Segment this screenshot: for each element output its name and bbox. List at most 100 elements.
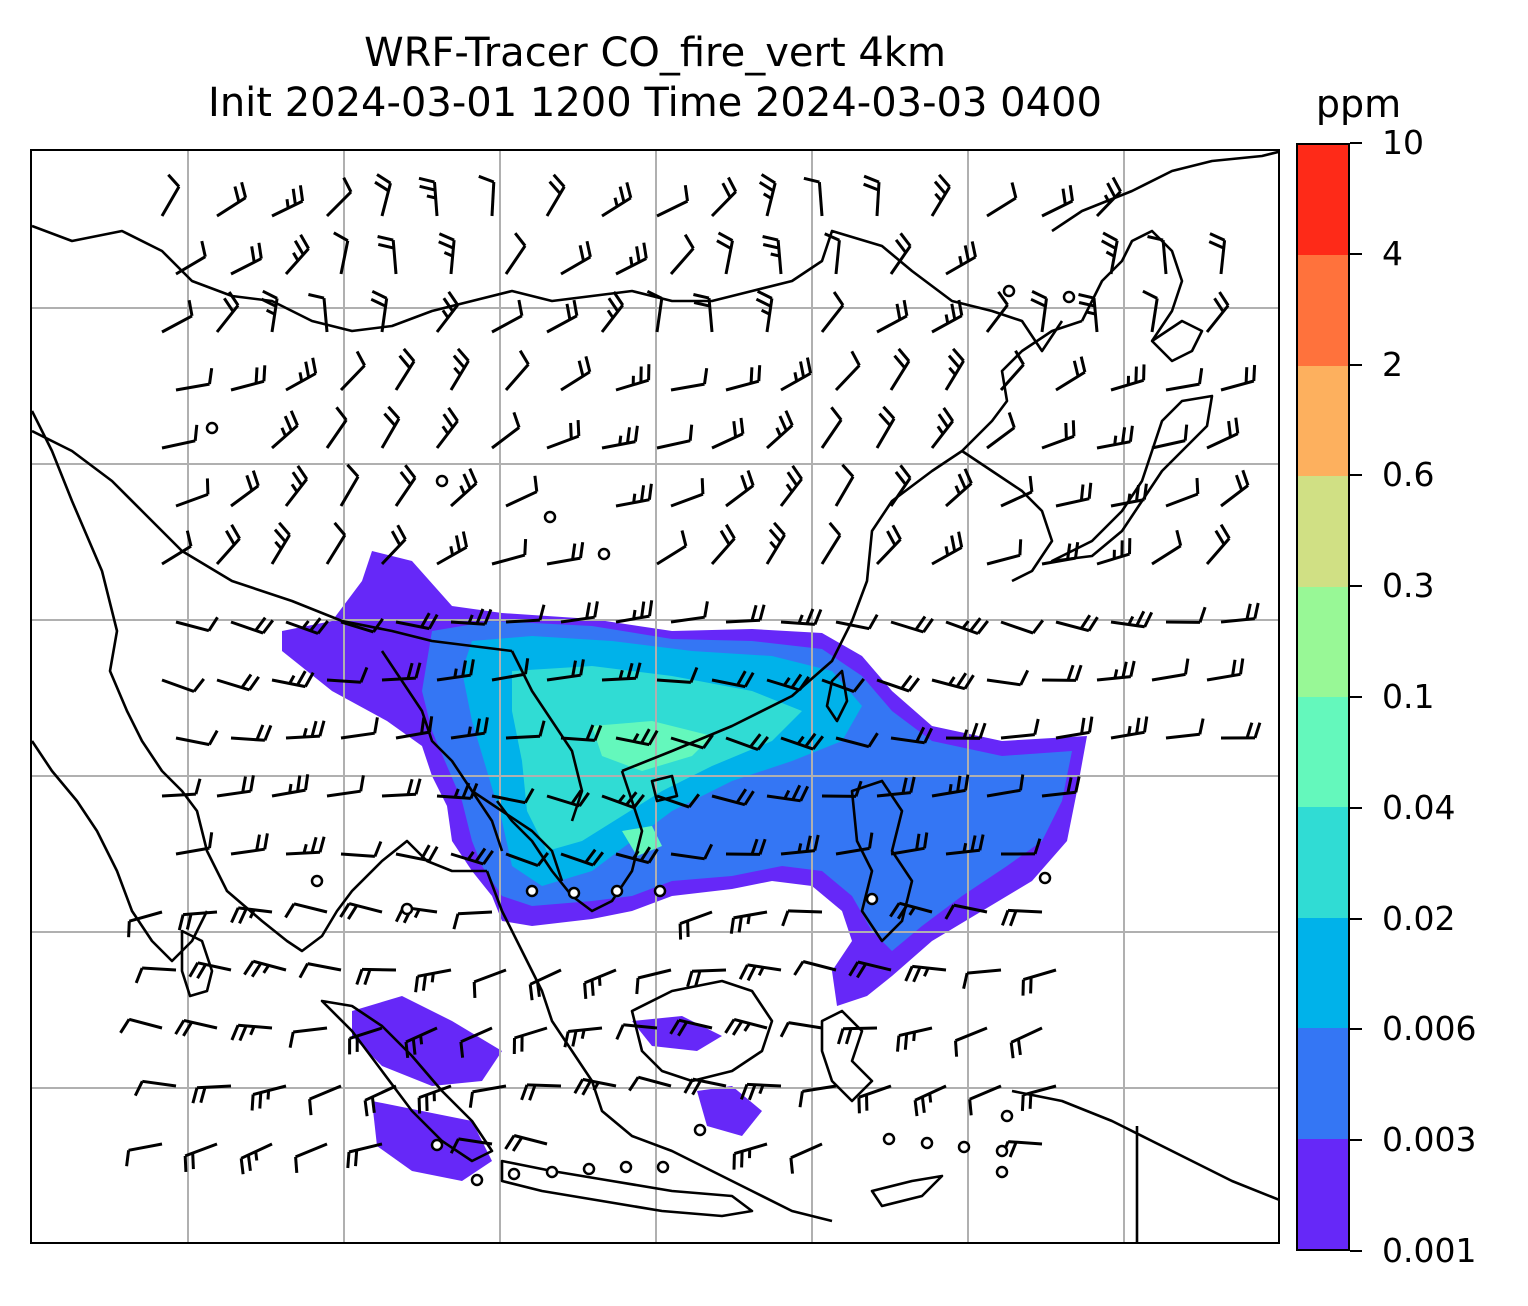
colorbar-tick <box>1350 252 1362 255</box>
colorbar-segment <box>1298 365 1348 477</box>
russia-east-coast <box>1051 151 1278 233</box>
wind-barb <box>615 242 648 276</box>
timor <box>870 1174 944 1208</box>
wind-barb <box>710 523 736 565</box>
wind-barb <box>491 299 524 334</box>
wind-barb <box>1165 367 1204 392</box>
wind-barb <box>1096 425 1134 450</box>
wind-barb <box>560 356 592 392</box>
border-laos <box>510 650 584 822</box>
calm-wind-circle <box>619 1160 633 1174</box>
wind-barb <box>271 670 315 689</box>
colorbar-tick <box>1350 1250 1362 1252</box>
wind-barb <box>836 1026 878 1045</box>
java <box>500 1159 754 1218</box>
wind-barb <box>1165 477 1200 508</box>
wind-barb <box>127 910 163 938</box>
wind-barb <box>1220 602 1260 624</box>
calm-wind-circle <box>205 421 219 435</box>
wind-barb <box>1220 722 1262 740</box>
wind-barb <box>285 836 326 856</box>
wind-barb <box>340 840 383 858</box>
wind-barb <box>340 617 384 634</box>
wind-barb <box>986 412 1016 450</box>
wind-barb <box>512 1026 548 1055</box>
taiwan <box>825 669 849 723</box>
calm-wind-circle <box>543 510 557 524</box>
colorbar-segment <box>1298 145 1348 256</box>
wind-barb <box>945 617 989 636</box>
wind-barb <box>986 539 1023 566</box>
wind-barb <box>298 962 342 979</box>
wind-barb <box>452 910 493 930</box>
colorbar-tick-label: 4 <box>1382 233 1403 273</box>
colorbar-segment <box>1298 697 1348 808</box>
wind-barb <box>435 406 459 449</box>
russia-coast-2 <box>1080 229 1184 342</box>
wind-barb <box>945 834 985 856</box>
wind-barb <box>560 724 603 742</box>
hainan <box>650 774 679 803</box>
wind-barb <box>725 838 767 856</box>
colorbar-tick-label: 0.003 <box>1382 1120 1477 1160</box>
wind-barb <box>250 1084 287 1111</box>
wind-barb <box>560 601 599 624</box>
wind-barb <box>793 960 837 976</box>
calm-wind-circle <box>1038 871 1052 885</box>
wind-barb <box>504 349 530 391</box>
wind-barb <box>732 1142 768 1170</box>
wind-barb <box>1096 538 1132 566</box>
wind-barb <box>436 659 475 682</box>
wind-barb <box>520 1083 562 1101</box>
wind-barb <box>546 789 590 808</box>
wind-barb <box>944 903 988 920</box>
wind-barb <box>758 173 777 217</box>
colorbar-tick <box>1350 1139 1362 1142</box>
wind-barb <box>834 463 855 507</box>
wind-barb <box>230 1023 273 1042</box>
wind-barb <box>798 1084 837 1108</box>
colorbar-tick-label: 0.02 <box>1382 898 1456 938</box>
wind-barb <box>765 521 786 565</box>
calm-wind-circle <box>1000 1109 1014 1123</box>
plume-sulawesi <box>697 1086 762 1136</box>
wind-barb <box>780 357 813 392</box>
wind-barb <box>355 967 397 986</box>
wind-barb <box>835 732 879 749</box>
wind-barb <box>161 299 194 334</box>
wind-barb <box>1205 523 1231 565</box>
wind-barb <box>1000 908 1043 927</box>
wind-barb <box>230 906 273 925</box>
calm-wind-circle <box>957 1140 971 1154</box>
wind-barb <box>789 1142 823 1174</box>
wind-barb <box>285 357 318 392</box>
wind-barb <box>1041 184 1074 218</box>
wind-barb <box>765 410 794 450</box>
sumatra <box>320 999 494 1163</box>
wind-barb <box>175 729 219 747</box>
wind-barb <box>1055 716 1094 740</box>
wind-barb <box>417 1084 452 1114</box>
coastlines-borders <box>32 151 1278 1242</box>
wind-barb <box>904 964 947 983</box>
wind-barb <box>134 966 177 984</box>
coastline-china <box>621 319 1083 773</box>
wind-barb <box>449 1137 493 1154</box>
wind-barb <box>449 347 470 391</box>
wind-barb <box>739 1082 782 1101</box>
wind-barb <box>820 291 845 333</box>
wind-barb <box>491 539 528 566</box>
wind-barb <box>724 1017 768 1036</box>
colorbar-segment <box>1298 807 1348 918</box>
wind-barb <box>284 902 328 919</box>
calm-wind-circle <box>995 1144 1009 1158</box>
wind-barb <box>161 424 199 450</box>
wind-barb <box>381 778 422 798</box>
colorbar-tick <box>1350 585 1362 588</box>
wind-barb <box>1206 658 1245 682</box>
wind-barb <box>119 1017 163 1034</box>
wind-barb <box>628 1075 672 1092</box>
calm-wind-circle <box>597 547 611 561</box>
colorbar-unit-label: ppm <box>1315 82 1402 126</box>
wind-barb <box>711 788 755 807</box>
